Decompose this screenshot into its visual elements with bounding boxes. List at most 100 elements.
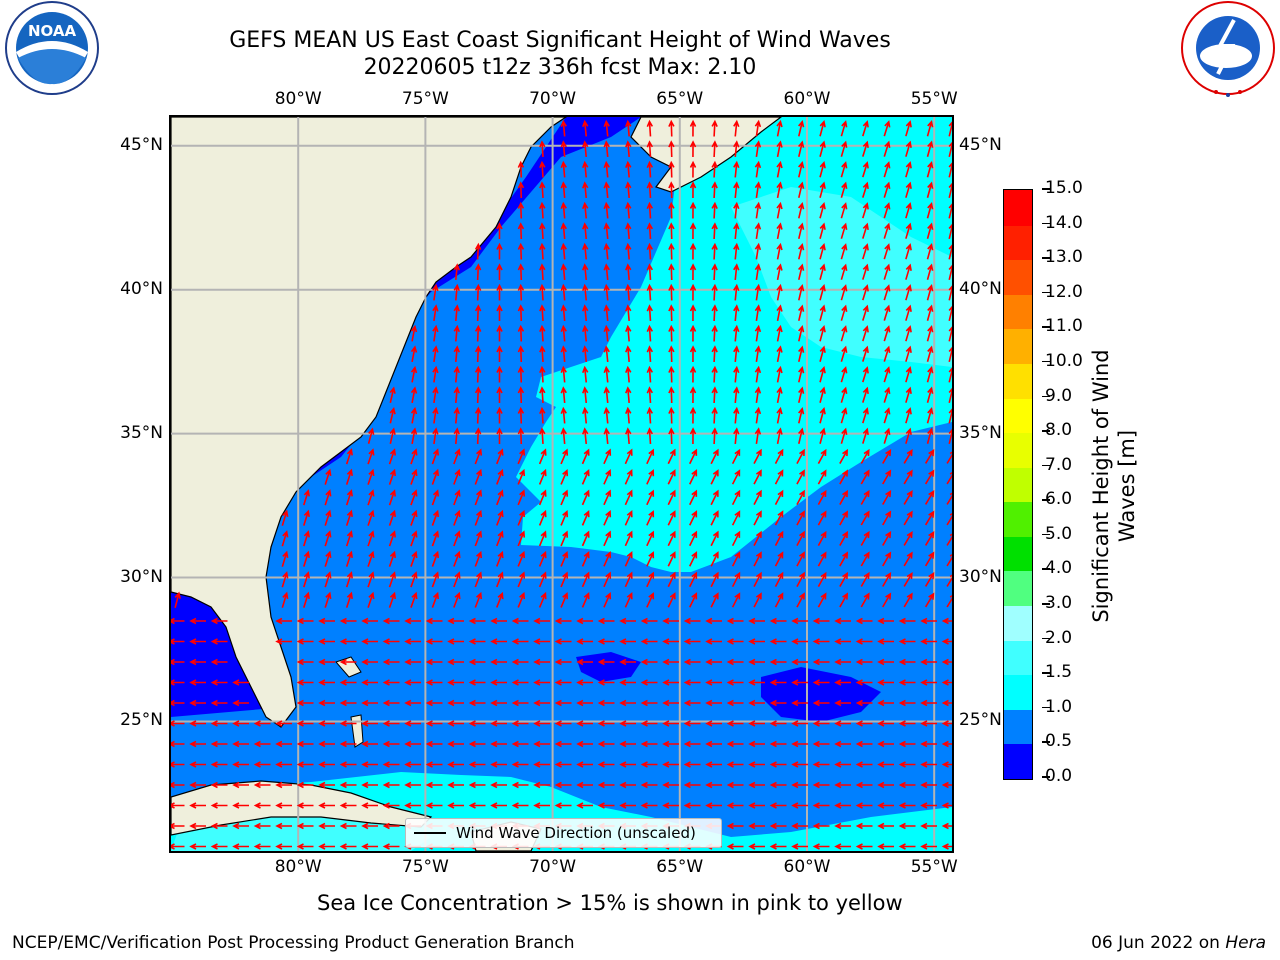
wave-arrow: [819, 263, 826, 280]
wave-arrow: [496, 283, 503, 301]
chart-title-line2: 20220605 t12z 336h fcst Max: 2.10: [363, 55, 757, 80]
wave-arrow: [877, 781, 894, 789]
wave-arrow: [689, 592, 698, 608]
wave-arrow: [431, 571, 440, 588]
wave-arrow: [582, 181, 589, 199]
wave-arrow: [776, 324, 783, 342]
wave-arrow: [882, 530, 892, 546]
wave-arrow: [776, 222, 783, 240]
wave-arrow: [769, 617, 787, 625]
wave-arrow: [303, 571, 310, 588]
wave-arrow: [339, 781, 357, 789]
wave-arrow: [733, 201, 740, 219]
wave-arrow: [711, 406, 718, 424]
wave-arrow: [883, 407, 891, 424]
wave-arrow: [189, 679, 206, 686]
wave-arrow: [769, 679, 787, 686]
wave-arrow: [812, 802, 830, 809]
wave-arrow: [496, 530, 504, 547]
wave-arrow: [731, 530, 741, 547]
wave-arrow: [862, 325, 869, 342]
wave-arrow: [410, 345, 418, 363]
wave-arrow: [731, 448, 741, 465]
wave-arrow: [517, 242, 525, 260]
colorbar-tick-label: 2.0: [1041, 627, 1073, 648]
wave-arrow: [819, 345, 826, 362]
footer-host: Hera: [1225, 933, 1266, 953]
wave-arrow: [496, 263, 503, 281]
wave-arrow: [948, 141, 952, 157]
wave-arrow: [769, 822, 787, 830]
wave-arrow: [791, 843, 808, 850]
wave-arrow: [554, 658, 572, 666]
wave-arrow: [817, 469, 827, 485]
wave-arrow: [533, 761, 550, 768]
legend-label: Wind Wave Direction (unscaled): [456, 824, 696, 842]
wave-arrow: [862, 181, 869, 198]
wave-arrow: [791, 720, 808, 727]
wave-arrow: [877, 822, 894, 830]
wave-arrow: [453, 571, 461, 588]
wave-arrow: [425, 617, 443, 625]
lon-tick-bottom: 65°W: [656, 857, 704, 877]
wave-arrow: [625, 427, 632, 445]
wave-arrow: [447, 699, 464, 707]
wave-arrow: [834, 658, 851, 666]
wave-arrow: [539, 386, 546, 404]
wave-arrow: [926, 304, 934, 321]
wave-arrow: [798, 427, 805, 444]
wave-arrow: [625, 365, 632, 383]
wave-arrow: [253, 843, 271, 850]
wave-arrow: [603, 304, 610, 322]
wave-arrow: [733, 140, 740, 158]
wave-arrow: [447, 740, 464, 748]
wave-arrow: [905, 263, 912, 280]
wave-arrow: [646, 592, 655, 608]
wave-arrow: [926, 366, 934, 383]
wave-arrow: [689, 140, 697, 158]
wave-arrow: [862, 407, 869, 424]
wave-arrow: [517, 591, 526, 608]
wave-arrow: [668, 427, 675, 445]
wave-arrow: [496, 324, 503, 342]
wave-arrow: [946, 471, 952, 485]
wave-arrow: [603, 530, 612, 547]
wave-arrow: [303, 550, 310, 567]
wave-arrow: [924, 490, 935, 505]
wave-arrow: [689, 263, 697, 281]
wave-arrow: [689, 489, 698, 506]
wave-arrow: [689, 448, 698, 465]
wave-arrow: [603, 242, 610, 260]
wave-arrow: [496, 489, 504, 506]
wave-arrow: [819, 284, 826, 301]
wave-arrow: [705, 638, 722, 645]
wave-arrow: [689, 345, 697, 363]
lon-tick-bottom: 55°W: [910, 857, 958, 877]
wave-arrow: [603, 489, 612, 506]
wave-arrow: [774, 510, 784, 526]
wave-arrow: [948, 326, 952, 342]
wave-arrow: [754, 160, 762, 178]
wave-arrow: [554, 617, 572, 625]
wave-arrow: [318, 843, 335, 850]
wave-arrow: [855, 720, 873, 727]
wave-arrow: [388, 468, 396, 485]
wave-arrow: [877, 720, 894, 727]
wave-arrow: [862, 366, 869, 383]
wave-arrow: [625, 201, 632, 219]
wave-arrow: [855, 740, 873, 748]
wave-arrow: [232, 781, 249, 789]
wave-arrow: [474, 448, 483, 465]
wave-arrow: [689, 304, 697, 322]
wave-arrow: [171, 843, 185, 850]
wave-arrow: [855, 761, 873, 768]
wave-arrow: [560, 489, 569, 506]
wave-arrow: [447, 802, 464, 809]
wave-arrow: [668, 160, 675, 178]
wave-arrow: [819, 243, 826, 260]
wave-arrow: [296, 843, 314, 850]
lat-tick-right: 40°N: [959, 278, 1002, 299]
wave-arrow: [576, 638, 593, 645]
wave-arrow: [474, 427, 482, 445]
wave-arrow: [948, 387, 952, 403]
